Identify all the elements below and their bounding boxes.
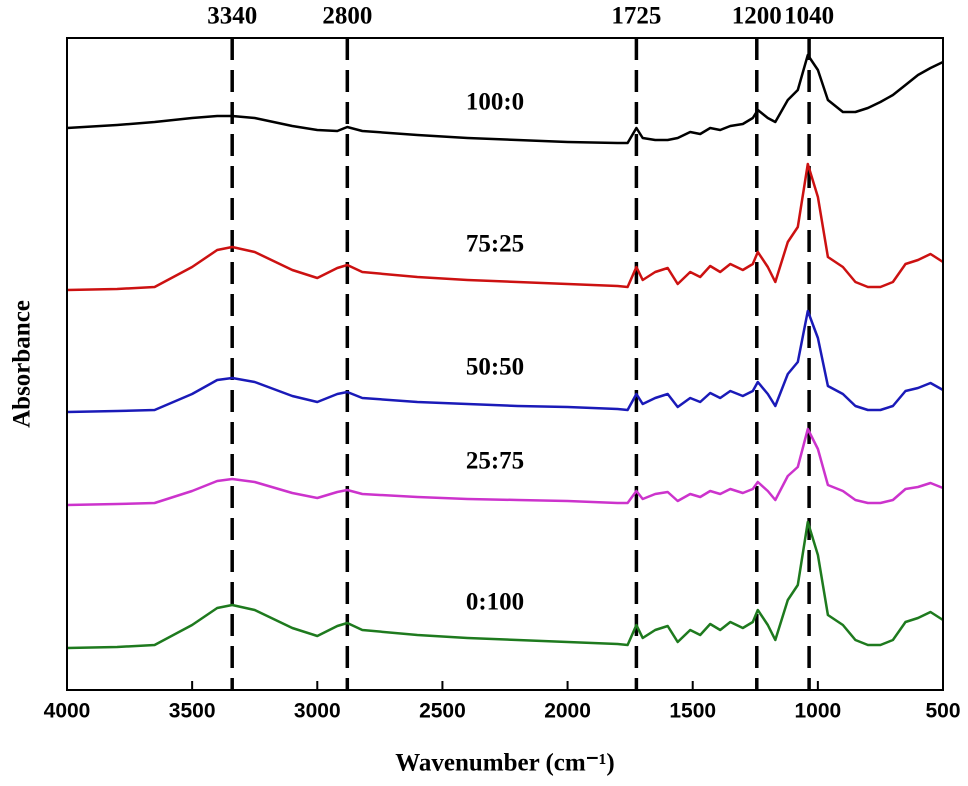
series-line [66, 162, 944, 292]
series-label: 75:25 [466, 231, 524, 258]
x-tick-label: 1000 [794, 700, 841, 723]
series-label: 25:75 [466, 448, 524, 475]
plot-frame [66, 37, 944, 691]
series-label: 50:50 [466, 354, 524, 381]
x-tick-label: 3000 [294, 700, 341, 723]
series-label: 0:100 [466, 589, 524, 616]
reference-label: 1040 [784, 3, 834, 30]
series-line [66, 309, 944, 414]
series-label: 100:0 [466, 89, 524, 116]
x-tick-label: 2500 [419, 700, 466, 723]
reference-label: 3340 [207, 3, 257, 30]
x-tick-label: 3500 [169, 700, 216, 723]
series-line [66, 427, 944, 507]
y-axis-label: Absorbance [9, 300, 36, 428]
reference-label: 1725 [611, 3, 661, 30]
reference-label: 1200 [732, 3, 782, 30]
x-tick-label: 500 [925, 700, 960, 723]
x-tick-label: 4000 [44, 700, 91, 723]
x-tick-label: 2000 [544, 700, 591, 723]
x-axis-label: Wavenumber (cm⁻¹) [395, 750, 615, 777]
series-line [66, 53, 944, 145]
series-line [66, 520, 944, 650]
reference-label: 2800 [322, 3, 372, 30]
x-tick-label: 1500 [669, 700, 716, 723]
